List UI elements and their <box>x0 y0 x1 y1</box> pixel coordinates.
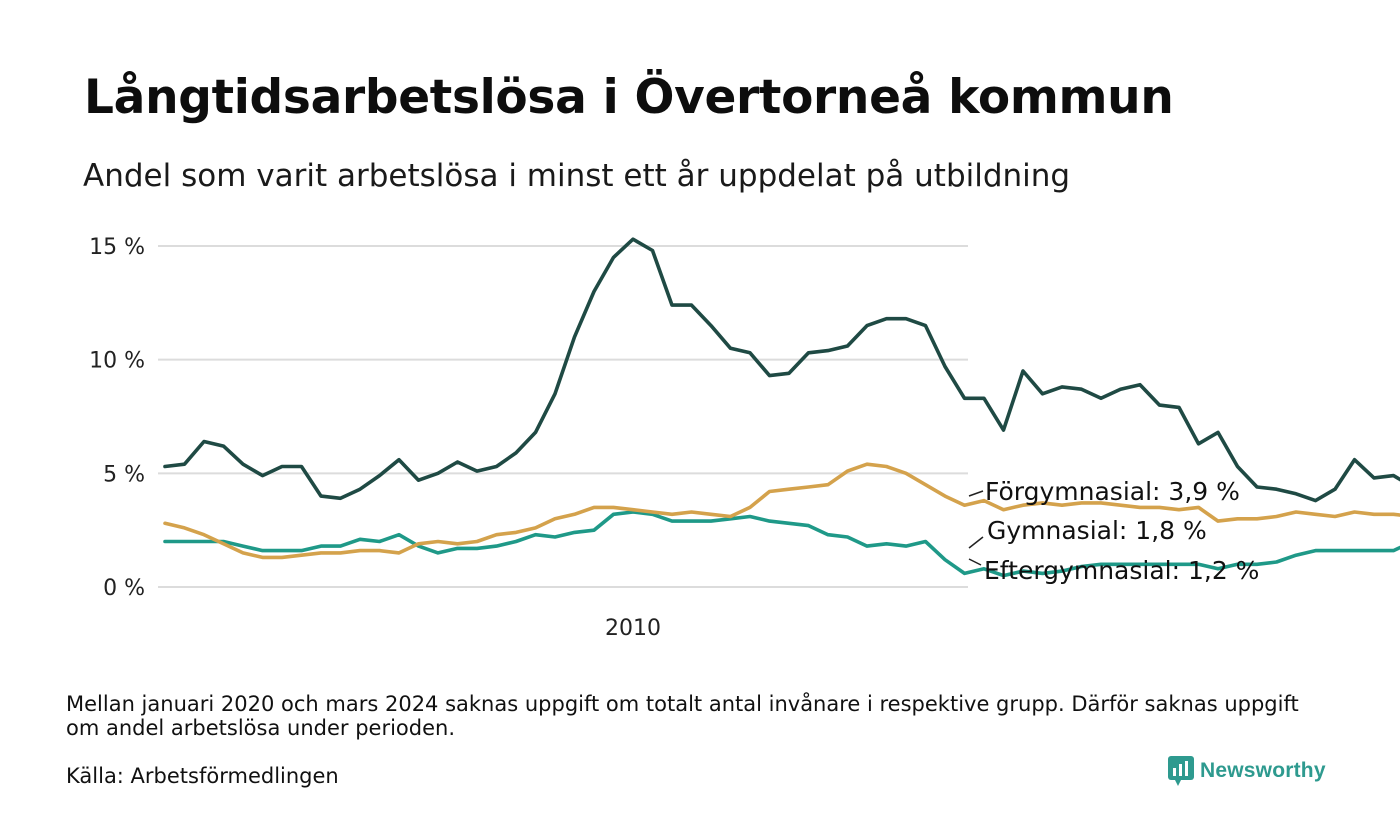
end-label-connector <box>968 490 984 497</box>
source-text: Källa: Arbetsförmedlingen <box>66 764 339 788</box>
brand-name: Newsworthy <box>1200 759 1326 782</box>
series-lines <box>163 237 1400 578</box>
y-tick-label: 10 % <box>89 349 145 374</box>
footnote: Mellan januari 2020 och mars 2024 saknas… <box>66 692 1299 740</box>
y-tick-label: 15 % <box>89 235 145 260</box>
x-tick-label: 2010 <box>605 616 661 640</box>
newsworthy-logo-icon <box>1168 756 1194 786</box>
series-line-gymnasial <box>163 462 1400 560</box>
series-end-label: Förgymnasial: 3,9 % <box>985 477 1240 506</box>
end-label-connector <box>968 558 982 566</box>
series-end-label: Eftergymnasial: 1,2 % <box>984 556 1259 585</box>
line-chart: 0 %5 %10 %15 %201020152020maj 2025Förgym… <box>89 235 1400 640</box>
series-line-eftergymnasial <box>163 510 1400 578</box>
series-end-label: Gymnasial: 1,8 % <box>987 516 1207 545</box>
chart-subtitle: Andel som varit arbetslösa i minst ett å… <box>83 158 1071 194</box>
y-tick-label: 5 % <box>103 462 145 487</box>
end-label-connector <box>968 536 984 549</box>
brand-logo[interactable]: Newsworthy <box>1168 756 1326 786</box>
gridlines <box>158 245 968 588</box>
labels: 0 %5 %10 %15 %201020152020maj 2025Förgym… <box>89 235 1259 640</box>
y-tick-label: 0 % <box>103 576 145 601</box>
series-line-förgymnasial <box>163 237 1400 503</box>
chart-title: Långtidsarbetslösa i Övertorneå kommun <box>84 70 1174 125</box>
